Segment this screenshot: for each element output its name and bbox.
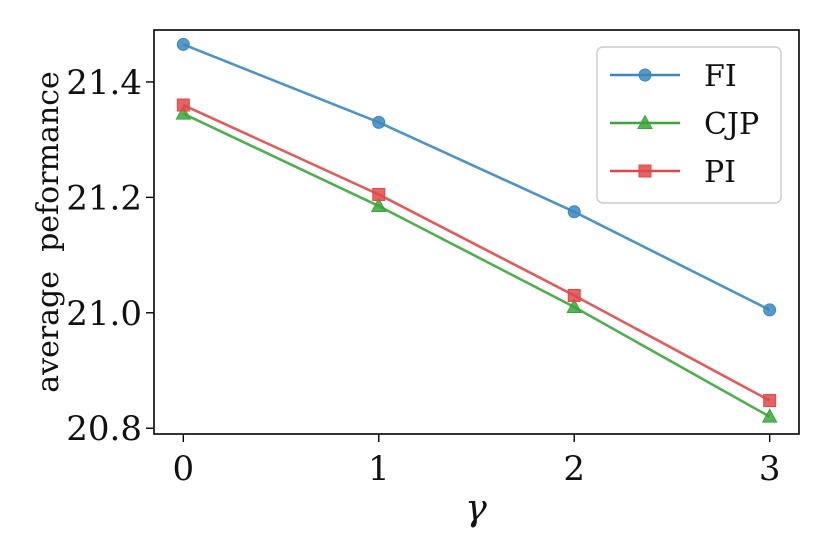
- y-tick-label: 21.2: [66, 178, 142, 218]
- x-axis-label: γ: [465, 488, 487, 529]
- series-line-fi: [182, 43, 771, 312]
- legend-marker-cjp: [637, 114, 653, 129]
- legend-label-fi: FI: [704, 59, 737, 94]
- x-tick-label: 1: [368, 449, 390, 489]
- data-point-cjp: [370, 197, 387, 213]
- legend-label-cjp: CJP: [704, 107, 759, 142]
- y-axis-ticks: 20.8 21.0 21.2 21.4: [66, 63, 154, 449]
- x-axis-ticks: 0 1 2 3: [172, 434, 781, 489]
- data-point-pi: [567, 288, 581, 302]
- legend-marker-pi: [638, 164, 652, 178]
- legend-marker-fi: [638, 68, 652, 82]
- y-tick-label: 21.4: [66, 63, 142, 103]
- data-point-fi: [372, 115, 386, 129]
- y-tick-label: 20.8: [66, 409, 142, 449]
- data-point-fi: [763, 303, 777, 317]
- data-point-fi: [567, 205, 581, 219]
- legend-box: [596, 46, 782, 204]
- data-point-fi: [176, 37, 190, 51]
- data-point-cjp: [566, 298, 583, 314]
- legend: FI CJP PI: [596, 46, 782, 204]
- legend-label-pi: PI: [704, 155, 736, 190]
- data-point-cjp: [175, 105, 192, 120]
- x-tick-label: 0: [172, 449, 194, 489]
- data-point-pi: [176, 98, 190, 112]
- data-point-pi: [763, 394, 777, 408]
- x-tick-label: 3: [759, 449, 781, 489]
- data-point-cjp: [761, 408, 778, 423]
- plot-frame: [153, 29, 800, 435]
- data-point-pi: [372, 187, 386, 201]
- x-tick-label: 2: [563, 449, 585, 489]
- series-line-cjp: [182, 112, 771, 418]
- y-axis-label: average peformance: [31, 71, 66, 393]
- series-line-pi: [182, 103, 771, 402]
- plot-area: [175, 37, 778, 423]
- y-tick-label: 21.0: [66, 294, 142, 334]
